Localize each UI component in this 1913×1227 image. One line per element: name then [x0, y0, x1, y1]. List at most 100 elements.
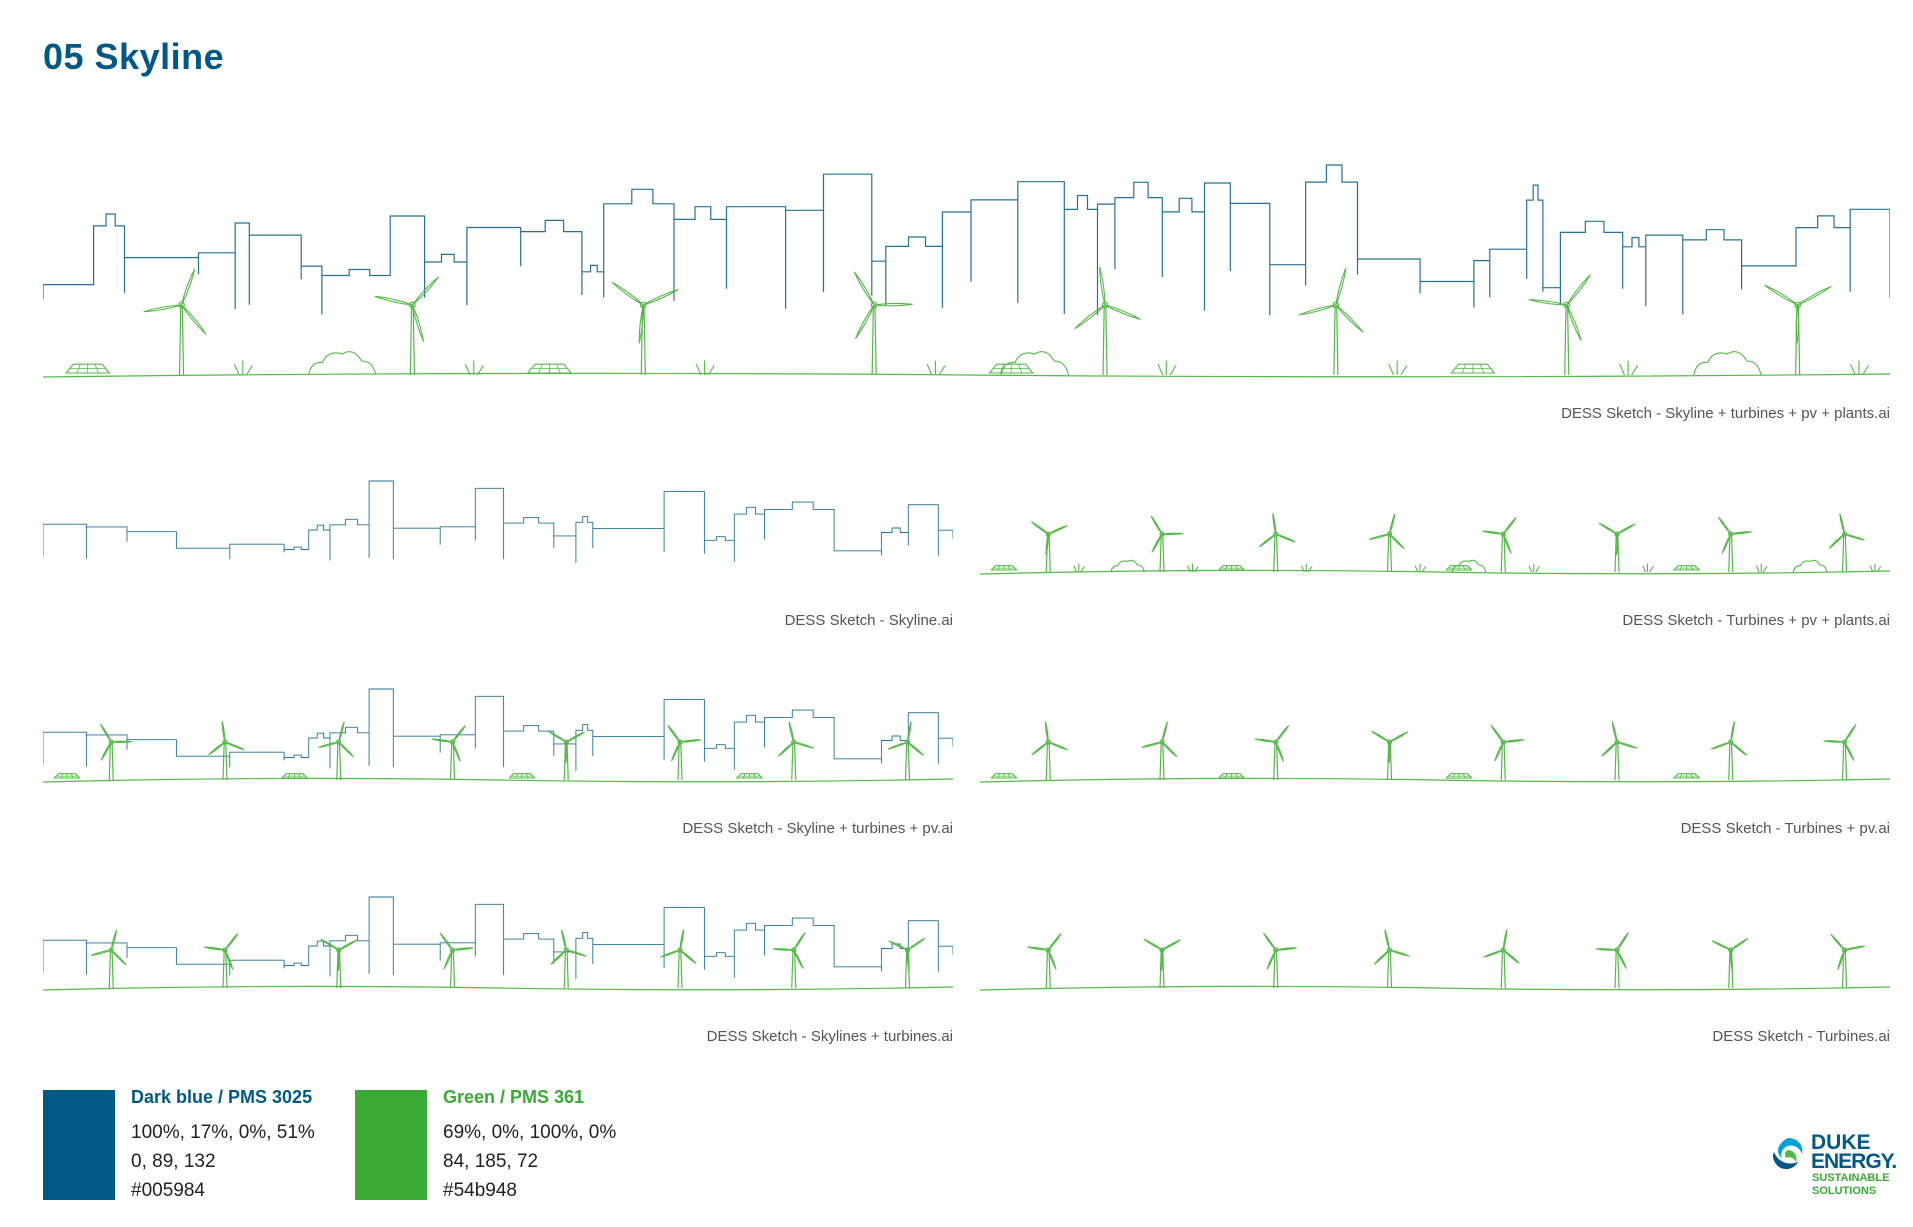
grass-icon — [1528, 563, 1540, 573]
wind-turbine-icon — [208, 721, 245, 781]
sketch-illustration — [980, 721, 1890, 783]
swatch-green-title: Green / PMS 361 — [443, 1087, 585, 1107]
grass-icon — [1850, 360, 1870, 376]
wind-turbine-icon — [887, 721, 924, 781]
skyline-outline — [43, 688, 953, 772]
swatch-green — [355, 1090, 427, 1200]
wind-turbine-icon — [1596, 932, 1629, 989]
bush-icon — [1693, 351, 1762, 376]
solar-panel-icon — [53, 773, 81, 779]
wind-turbine-icon — [1254, 725, 1290, 781]
sketch-illustration — [43, 688, 953, 783]
caption-main: DESS Sketch - Skyline + turbines + pv + … — [1561, 405, 1890, 422]
sketch-illustration — [43, 480, 953, 564]
sketch-illustration — [980, 513, 1890, 575]
swatch-dark-blue-rgb: 0, 89, 132 — [131, 1151, 216, 1172]
wind-turbine-icon — [431, 725, 466, 781]
grass-icon — [1642, 563, 1654, 573]
bush-icon — [1110, 559, 1145, 573]
solar-panel-icon — [1672, 565, 1701, 571]
duke-energy-logo: DUKE ENERGY. SUSTAINABLE SOLUTIONS — [1758, 1128, 1897, 1204]
sketch-main — [43, 155, 1890, 385]
wind-turbine-icon — [1074, 266, 1141, 376]
wind-turbine-icon — [143, 268, 207, 376]
wind-turbine-icon — [1823, 724, 1857, 781]
grass-icon — [1300, 563, 1313, 573]
grass-icon — [233, 360, 253, 376]
sketch-skyline-turbines-pv — [43, 688, 953, 788]
wind-turbine-icon — [318, 721, 354, 781]
grass-icon — [1073, 563, 1085, 573]
caption-skyline: DESS Sketch - Skyline.ai — [784, 612, 953, 629]
sketch-skyline — [43, 480, 953, 580]
ground-line — [980, 569, 1890, 575]
wind-turbine-icon — [1141, 721, 1178, 781]
wind-turbine-icon — [1710, 721, 1748, 781]
grass-icon — [1619, 360, 1639, 376]
wind-turbine-icon — [1150, 515, 1183, 573]
wind-turbine-icon — [853, 271, 913, 376]
solar-panel-icon — [990, 773, 1018, 779]
wind-turbine-icon — [1482, 517, 1517, 573]
wind-turbine-icon — [1371, 730, 1409, 781]
swatch-green-hex: #54b948 — [443, 1180, 517, 1201]
wind-turbine-icon — [320, 938, 358, 989]
bush-icon — [1792, 559, 1828, 573]
swatch-dark-blue-title: Dark blue / PMS 3025 — [131, 1087, 313, 1107]
wind-turbine-icon — [1373, 929, 1410, 989]
wind-turbine-icon — [1601, 721, 1638, 781]
wind-turbine-icon — [1298, 267, 1364, 376]
solar-panel-icon — [735, 773, 764, 779]
wind-turbine-icon — [1598, 522, 1636, 573]
wind-turbine-icon — [667, 724, 701, 781]
wind-turbine-icon — [1490, 724, 1525, 781]
skyline-outline — [43, 164, 1890, 316]
wind-turbine-icon — [1258, 513, 1296, 573]
wind-turbine-icon — [1143, 938, 1181, 989]
wind-turbine-icon — [90, 929, 127, 989]
solar-panel-icon — [990, 565, 1018, 571]
wind-turbine-icon — [1369, 513, 1405, 573]
wind-turbine-icon — [1717, 516, 1752, 573]
ground-line — [980, 985, 1890, 991]
skyline-outline — [43, 896, 953, 980]
ground-line — [43, 777, 953, 783]
sketch-illustration — [980, 929, 1890, 991]
wind-turbine-icon — [772, 932, 806, 989]
ground-line — [43, 985, 953, 991]
swatch-dark-blue — [43, 1090, 115, 1200]
skyline-outline — [43, 480, 953, 564]
sketch-illustration — [43, 896, 953, 991]
grass-icon — [1187, 563, 1199, 573]
wind-turbine-icon — [1027, 933, 1062, 989]
swatch-green-rgb: 84, 185, 72 — [443, 1151, 539, 1172]
solar-panel-icon — [526, 363, 573, 374]
grass-icon — [1414, 563, 1427, 573]
duke-energy-logo-icon — [1772, 1138, 1803, 1170]
sketch-turbines — [980, 896, 1890, 996]
wind-turbine-icon — [660, 929, 697, 989]
grass-icon — [1388, 360, 1408, 376]
wind-turbine-icon — [1828, 513, 1865, 573]
wind-turbine-icon — [1031, 721, 1068, 781]
sketch-turbines-pv — [980, 688, 1890, 788]
solar-panel-icon — [64, 363, 111, 374]
sketch-turbines-pv-plants — [980, 480, 1890, 580]
bush-icon — [1000, 351, 1069, 376]
grass-icon — [1869, 563, 1882, 573]
wind-turbine-icon — [439, 932, 474, 989]
wind-turbine-icon — [611, 281, 679, 376]
ground-line — [980, 777, 1890, 783]
caption-turbines: DESS Sketch - Turbines.ai — [1712, 1028, 1890, 1045]
solar-panel-icon — [988, 363, 1034, 374]
logo-solutions: SOLUTIONS — [1812, 1185, 1877, 1197]
solar-panel-icon — [508, 773, 536, 779]
wind-turbine-icon — [1830, 933, 1866, 989]
wind-turbine-icon — [888, 937, 926, 989]
caption-skylines-turbines: DESS Sketch - Skylines + turbines.ai — [706, 1028, 953, 1045]
swatch-dark-blue-cmyk: 100%, 17%, 0%, 51% — [131, 1122, 315, 1143]
logo-duke: DUKE — [1811, 1131, 1871, 1154]
page-title: 05 Skyline — [43, 36, 225, 77]
wind-turbine-icon — [374, 276, 440, 376]
solar-panel-icon — [1217, 773, 1246, 779]
